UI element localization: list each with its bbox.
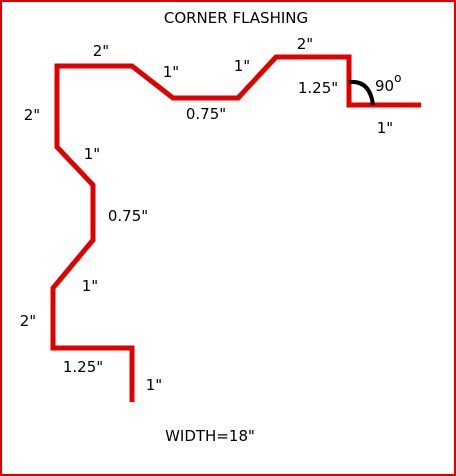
dim-top-right-125: 1.25" xyxy=(298,79,338,97)
flashing-profile xyxy=(50,54,421,402)
diagram-title: CORNER FLASHING xyxy=(164,9,308,27)
width-label: WIDTH=18" xyxy=(165,427,255,445)
dim-top-left-2: 2" xyxy=(93,42,109,60)
angle-arc xyxy=(348,79,375,106)
dim-left-upper-1: 1" xyxy=(84,145,100,163)
dim-left-lower-1: 1" xyxy=(82,277,98,295)
dim-left-top-2: 2" xyxy=(24,106,40,124)
dim-top-left-1: 1" xyxy=(163,63,179,81)
dim-top-mid-075: 0.75" xyxy=(186,105,226,123)
dim-bottom-1: 1" xyxy=(146,376,162,394)
dim-top-right-1: 1" xyxy=(377,119,393,137)
degree-symbol: o xyxy=(394,71,401,85)
dim-top-right-2: 2" xyxy=(297,35,313,53)
dim-bottom-125: 1.25" xyxy=(63,358,103,376)
angle-label: 90o xyxy=(375,71,401,95)
dim-left-bottom-2: 2" xyxy=(20,312,36,330)
dim-top-mid-1: 1" xyxy=(234,57,250,75)
dim-left-mid-075: 0.75" xyxy=(108,207,148,225)
